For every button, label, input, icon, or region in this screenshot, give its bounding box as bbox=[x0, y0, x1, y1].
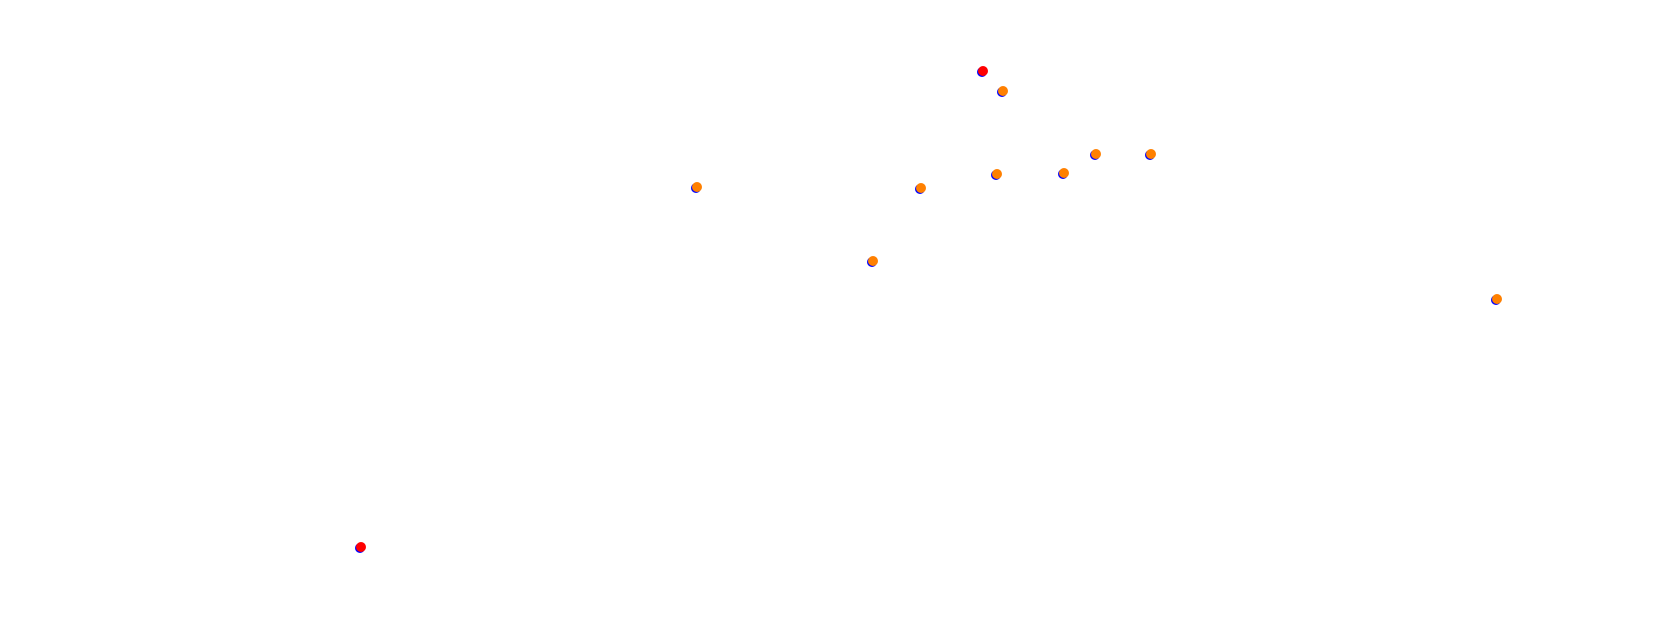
checkpoint-marker bbox=[1145, 149, 1157, 160]
checkpoint-marker bbox=[915, 183, 927, 194]
checkpoint-marker bbox=[867, 256, 879, 267]
marker-dot bbox=[1059, 168, 1069, 178]
marker-dot bbox=[1492, 294, 1502, 304]
endpoint-marker bbox=[977, 66, 989, 77]
marker-dot bbox=[998, 86, 1008, 96]
checkpoint-marker bbox=[1090, 149, 1102, 160]
marker-dot bbox=[1091, 149, 1101, 159]
checkpoint-marker bbox=[1058, 168, 1070, 179]
endpoint-marker bbox=[355, 542, 367, 553]
marker-dot bbox=[1146, 149, 1156, 159]
marker-dot bbox=[356, 542, 366, 552]
marker-dot bbox=[916, 183, 926, 193]
marker-dot bbox=[692, 182, 702, 192]
checkpoint-marker bbox=[1491, 294, 1503, 305]
checkpoint-marker bbox=[997, 86, 1009, 97]
checkpoint-marker bbox=[691, 182, 703, 193]
checkpoint-marker bbox=[991, 169, 1003, 180]
marker-dot bbox=[978, 66, 988, 76]
marker-dot bbox=[992, 169, 1002, 179]
marker-dot bbox=[868, 256, 878, 266]
